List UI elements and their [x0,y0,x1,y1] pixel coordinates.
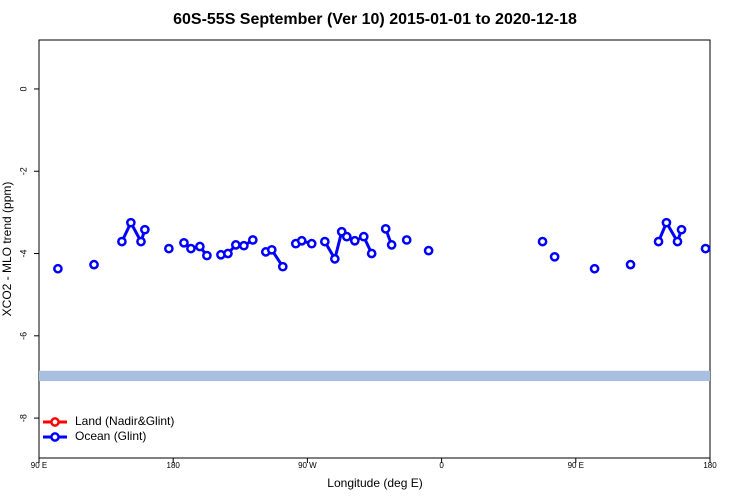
x-tick-label: 180 [167,461,181,470]
point [423,245,434,256]
point [589,263,600,274]
point [266,244,277,255]
point [349,235,360,246]
y-tick-label: -2 [18,167,28,175]
y-tick-label: -4 [18,250,28,258]
point [89,259,99,270]
x-tick-label: 90 E [568,461,584,470]
legend-label: Land (Nadir&Glint) [75,414,174,428]
point [661,217,672,228]
x-axis-title: Longitude (deg E) [327,476,422,490]
point [126,217,136,228]
point [700,243,711,254]
point [223,248,233,259]
point [386,240,397,250]
point [179,237,189,248]
x-tick-label: 90 E [31,461,47,470]
legend-marker [50,432,60,442]
point [358,231,369,242]
band [39,370,710,382]
point [319,236,330,247]
y-axis-title: XCO2 - MLO trend (ppm) [0,182,14,317]
point [277,261,288,272]
point [537,236,548,247]
y-tick-label: -8 [18,414,28,422]
point [239,240,249,251]
point [341,231,352,242]
point [672,236,683,247]
legend-marker [50,417,60,427]
point [296,235,307,246]
y-tick-label: 0 [18,86,28,91]
point [164,243,174,254]
point [401,235,412,245]
point [625,259,636,270]
series-line [122,223,706,267]
point [676,224,687,235]
point [306,238,317,249]
point [230,240,241,250]
plot-frame [38,39,711,459]
point [136,236,146,247]
x-tick-label: 90 W [298,461,317,470]
point [53,263,63,274]
point [247,235,258,245]
point [140,224,150,235]
point [380,223,391,234]
legend-label: Ocean (Glint) [75,429,146,443]
chart-title: 60S-55S September (Ver 10) 2015-01-01 to… [173,11,577,28]
point [329,254,340,264]
point [195,241,205,252]
point [117,236,127,247]
point [549,251,560,262]
point [653,236,664,247]
point [186,243,196,254]
point [202,250,212,261]
point [366,248,377,259]
x-tick-label: 0 [439,461,444,470]
x-tick-label: 180 [703,461,717,470]
y-tick-label: -6 [18,332,28,340]
